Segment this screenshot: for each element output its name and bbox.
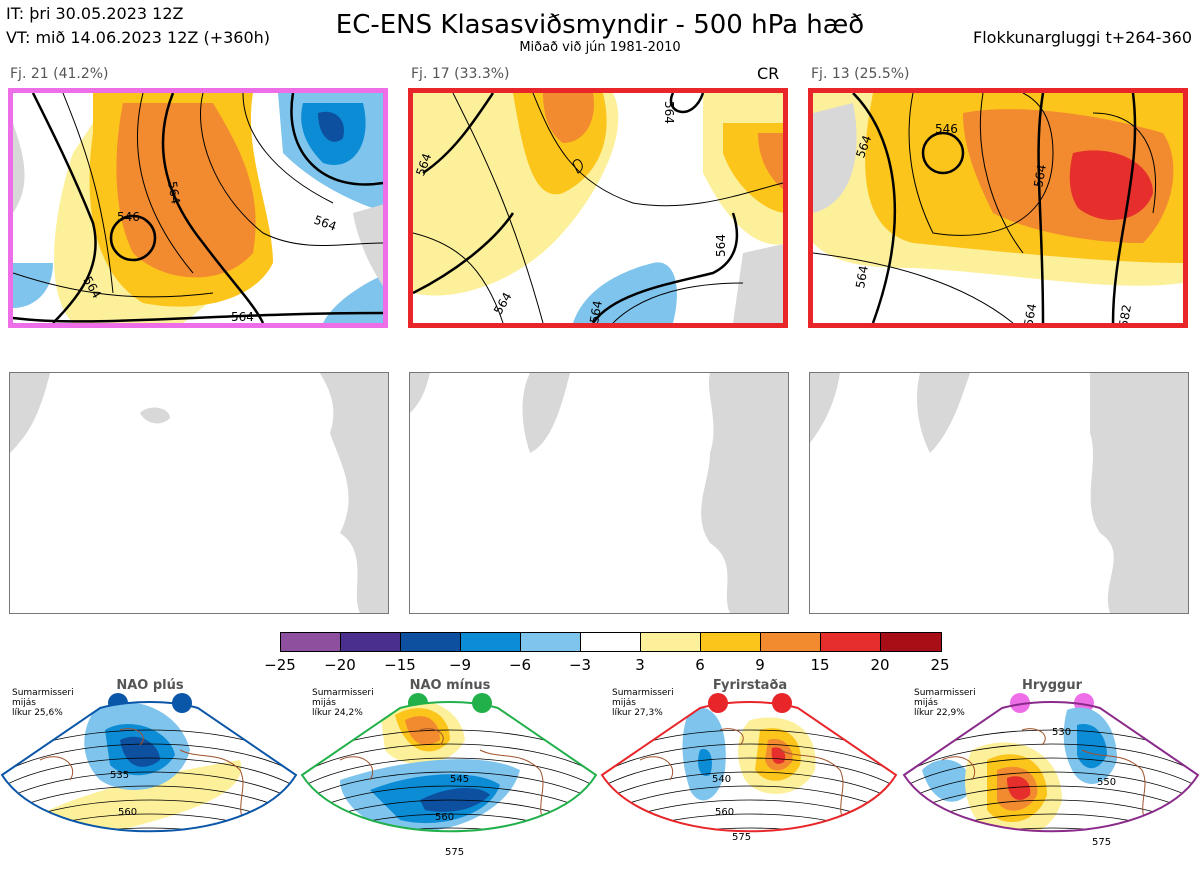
- regime-contour-label: 575: [732, 832, 751, 843]
- empty-map-1: [9, 372, 389, 614]
- regime-dot: [708, 693, 728, 713]
- classification-window: Flokkunargluggi t+264-360: [973, 28, 1192, 47]
- page-subtitle: Miðað við jún 1981-2010: [519, 40, 681, 55]
- colorbar-segment: [701, 633, 761, 651]
- cluster-1-map: 546 564 564 564 564: [8, 88, 388, 328]
- regime-map: 540 560 575: [600, 701, 898, 843]
- cluster-3-map: 546 564 564 564 564 582: [808, 88, 1188, 328]
- init-time: IT: þri 30.05.2023 12Z: [6, 4, 184, 23]
- colorbar-tick-label: −3: [568, 656, 592, 674]
- cluster-3-label: Fj. 13 (25.5%): [811, 66, 910, 82]
- colorbar-segment: [461, 633, 521, 651]
- regime-info-line: líkur 22,9%: [914, 708, 965, 718]
- regime-info: Sumarmisseri mijás líkur 24,2%: [312, 688, 392, 718]
- regime-info-line: Sumarmisseri: [312, 688, 374, 698]
- svg-text:546: 546: [117, 210, 140, 224]
- colorbar-tick-label: 25: [930, 656, 950, 674]
- svg-text:564: 564: [231, 310, 254, 323]
- regime-map: 545 560 575: [300, 701, 598, 858]
- colorbar-segment: [281, 633, 341, 651]
- regime-contour-label: 545: [450, 774, 469, 785]
- regime-contour-label: 560: [118, 807, 137, 818]
- svg-text:582: 582: [1116, 303, 1134, 323]
- svg-text:564: 564: [662, 101, 676, 124]
- colorbar-segment: [821, 633, 881, 651]
- regime-info-line: mijás: [914, 698, 938, 708]
- regime-info: Sumarmisseri mijás líkur 22,9%: [914, 688, 994, 718]
- colorbar-segment: [761, 633, 821, 651]
- colorbar-segment: [521, 633, 581, 651]
- regime-info-line: mijás: [312, 698, 336, 708]
- regime-name: NAO plús: [116, 678, 184, 693]
- regime-info-line: Sumarmisseri: [12, 688, 74, 698]
- colorbar-tick-label: −6: [508, 656, 532, 674]
- colorbar-tick-label: 9: [755, 656, 765, 674]
- regime-contour-label: 575: [1092, 837, 1111, 848]
- colorbar-tick-label: −15: [384, 656, 416, 674]
- svg-text:564: 564: [165, 180, 183, 205]
- svg-text:564: 564: [853, 264, 871, 289]
- cluster-2-map: 564 564 564 564 564: [408, 88, 788, 328]
- colorbar: [280, 632, 942, 652]
- regime-name: Fyrirstaða: [712, 678, 788, 693]
- regime-info-line: líkur 25,6%: [12, 708, 63, 718]
- colorbar-tick-label: −20: [324, 656, 356, 674]
- svg-text:564: 564: [312, 213, 338, 234]
- regime-contour-label: 560: [715, 807, 734, 818]
- regime-dot: [472, 693, 492, 713]
- regime-dot: [172, 693, 192, 713]
- regime-info-line: líkur 24,2%: [312, 708, 363, 718]
- cluster-2-regime-tag: CR: [757, 64, 780, 83]
- valid-time: VT: mið 14.06.2023 12Z (+360h): [6, 28, 271, 47]
- regime-map: 535 560: [0, 701, 298, 833]
- colorbar-tick-label: −9: [448, 656, 472, 674]
- regime-info-line: Sumarmisseri: [914, 688, 976, 698]
- regime-info-line: Sumarmisseri: [612, 688, 674, 698]
- empty-map-2: [409, 372, 789, 614]
- colorbar-tick-label: 6: [695, 656, 705, 674]
- colorbar-tick-label: −25: [264, 656, 296, 674]
- svg-text:546: 546: [935, 122, 958, 136]
- svg-text:564: 564: [714, 234, 728, 257]
- regime-contour-label: 560: [435, 812, 454, 823]
- svg-text:564: 564: [491, 290, 515, 317]
- regime-contour-label: 540: [712, 774, 731, 785]
- regime-contour-label: 535: [110, 770, 129, 781]
- colorbar-segment: [341, 633, 401, 651]
- regime-name: NAO mínus: [409, 678, 491, 693]
- regime-dot: [1010, 693, 1030, 713]
- colorbar-segment: [401, 633, 461, 651]
- svg-text:564: 564: [587, 299, 605, 323]
- svg-text:564: 564: [1021, 302, 1039, 323]
- regime-dot: [772, 693, 792, 713]
- regime-info: Sumarmisseri mijás líkur 25,6%: [12, 688, 92, 718]
- cluster-1-label: Fj. 21 (41.2%): [10, 66, 109, 82]
- cluster-2-label: Fj. 17 (33.3%): [411, 66, 510, 82]
- regime-map: 530 550 575: [902, 701, 1200, 848]
- regime-contour-label: 550: [1097, 777, 1116, 788]
- svg-text:564: 564: [1031, 163, 1049, 188]
- colorbar-tick-label: 3: [635, 656, 645, 674]
- colorbar-segment: [641, 633, 701, 651]
- page-title: EC-ENS Klasasviðsmyndir - 500 hPa hæð: [335, 10, 865, 40]
- regime-info-line: líkur 27,3%: [612, 708, 663, 718]
- regime-name: Hryggur: [1021, 678, 1083, 693]
- colorbar-tick-label: 20: [870, 656, 890, 674]
- regime-contour-label: 530: [1052, 727, 1071, 738]
- regime-info-line: mijás: [12, 698, 36, 708]
- colorbar-tick-label: 15: [810, 656, 830, 674]
- colorbar-segment: [581, 633, 641, 651]
- regime-info: Sumarmisseri mijás líkur 27,3%: [612, 688, 692, 718]
- colorbar-segment: [881, 633, 941, 651]
- regime-contour-label: 575: [445, 847, 464, 858]
- empty-map-3: [809, 372, 1189, 614]
- regime-info-line: mijás: [612, 698, 636, 708]
